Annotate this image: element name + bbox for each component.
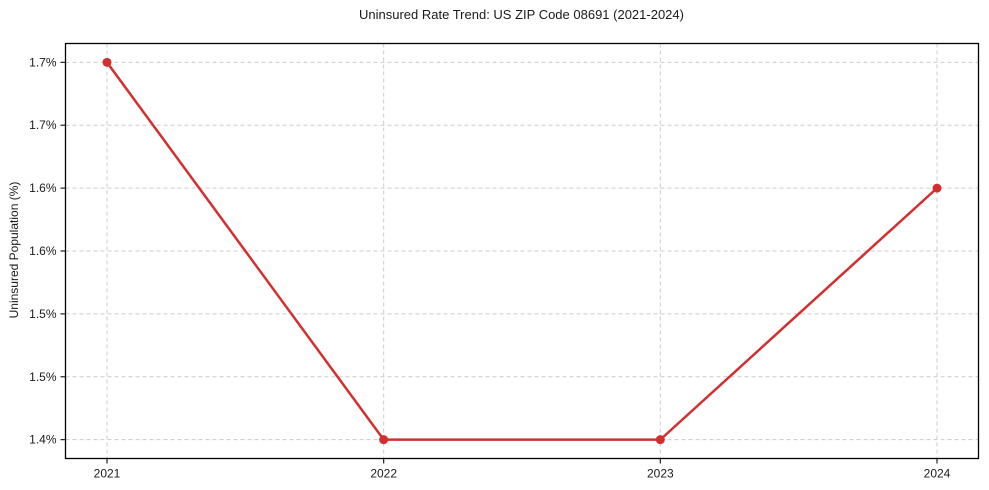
y-tick-label: 1.6% [29, 181, 57, 195]
data-point-marker [655, 435, 665, 445]
trend-line [105, 61, 939, 441]
grid-lines [65, 43, 979, 459]
data-point-marker [102, 57, 112, 67]
y-tick-label: 1.4% [29, 433, 57, 447]
x-tick-label: 2022 [370, 467, 397, 481]
y-tick-label: 1.5% [29, 307, 57, 321]
chart-title: Uninsured Rate Trend: US ZIP Code 08691 … [359, 7, 684, 22]
y-tick-label: 1.7% [29, 55, 57, 69]
x-tick-label: 2024 [924, 467, 951, 481]
data-series [102, 57, 942, 445]
axis-tick-labels: 2021 2022 2023 2024 1.4% 1.5% 1.5% 1.6% 1.6% 1.7%… [29, 55, 951, 480]
y-tick-label: 1.5% [29, 370, 57, 384]
axis-ticks [60, 61, 938, 464]
y-tick-label: 1.7% [29, 118, 57, 132]
y-tick-label: 1.6% [29, 244, 57, 258]
x-tick-label: 2023 [647, 467, 674, 481]
x-tick-label: 2021 [94, 467, 121, 481]
data-point-marker [379, 435, 389, 445]
data-point-marker [932, 183, 942, 193]
